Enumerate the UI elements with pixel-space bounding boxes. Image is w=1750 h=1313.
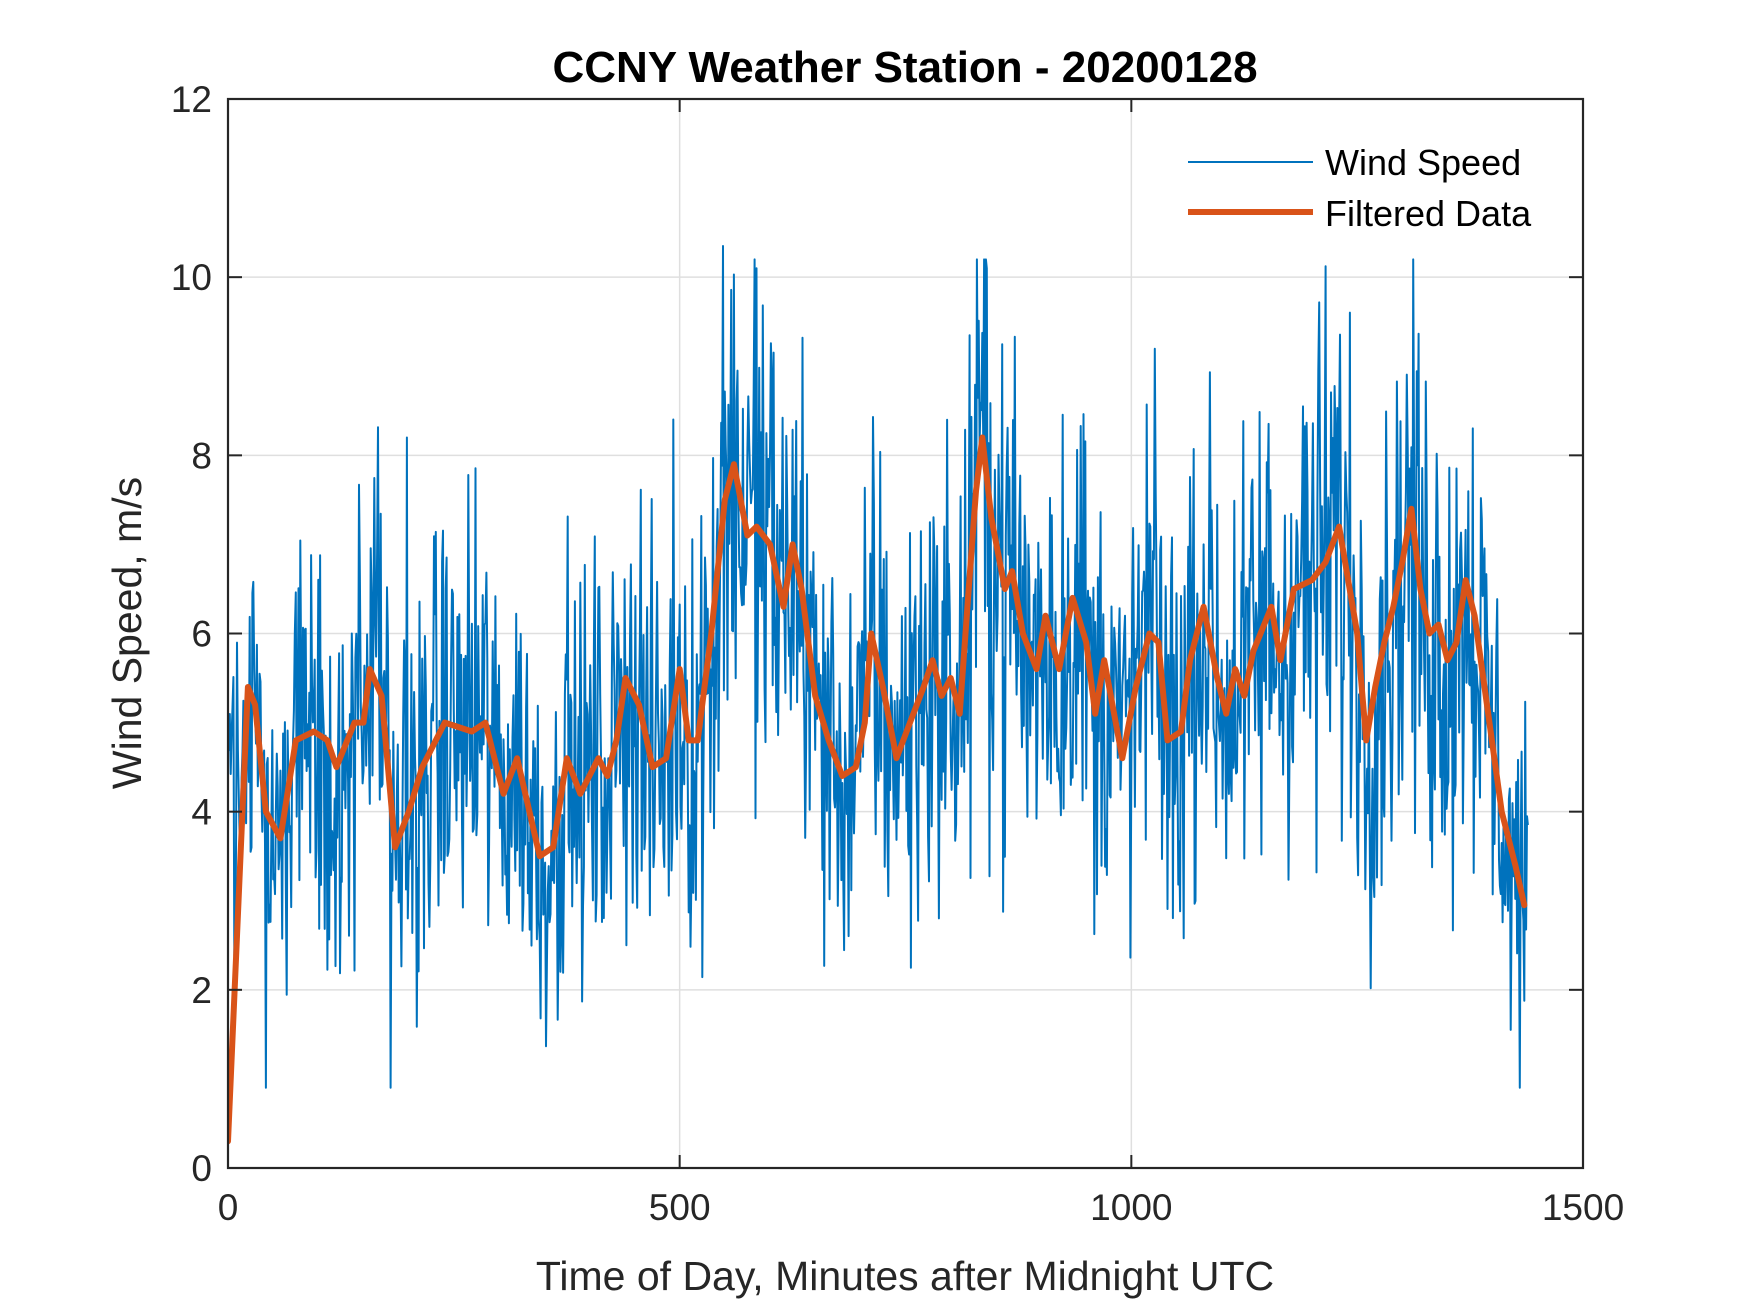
y-tick-label: 10 (171, 257, 212, 298)
axis-ticks (227, 98, 1584, 1169)
y-tick-labels: 0 2 4 6 8 10 12 (171, 79, 212, 1189)
y-tick-label: 2 (191, 970, 212, 1011)
y-tick-label: 8 (191, 435, 212, 476)
series-wind-speed-line (228, 245, 1529, 1089)
x-tick-label: 500 (649, 1187, 711, 1228)
x-tick-label: 0 (218, 1187, 239, 1228)
x-axis-label: Time of Day, Minutes after Midnight UTC (536, 1253, 1274, 1299)
y-tick-label: 4 (191, 792, 212, 833)
x-tick-labels: 0 500 1000 1500 (218, 1187, 1624, 1228)
legend-label-filtered-data: Filtered Data (1325, 193, 1532, 234)
y-tick-label: 6 (191, 614, 212, 655)
y-tick-label: 0 (191, 1148, 212, 1189)
x-tick-label: 1500 (1542, 1187, 1624, 1228)
y-axis-label: Wind Speed, m/s (104, 477, 150, 789)
chart-title: CCNY Weather Station - 20200128 (552, 43, 1257, 92)
legend: Wind Speed Filtered Data (1188, 142, 1532, 234)
x-tick-label: 1000 (1090, 1187, 1172, 1228)
legend-label-wind-speed: Wind Speed (1325, 142, 1521, 183)
y-tick-label: 12 (171, 79, 212, 120)
series-filtered-data-line (228, 434, 1528, 1145)
